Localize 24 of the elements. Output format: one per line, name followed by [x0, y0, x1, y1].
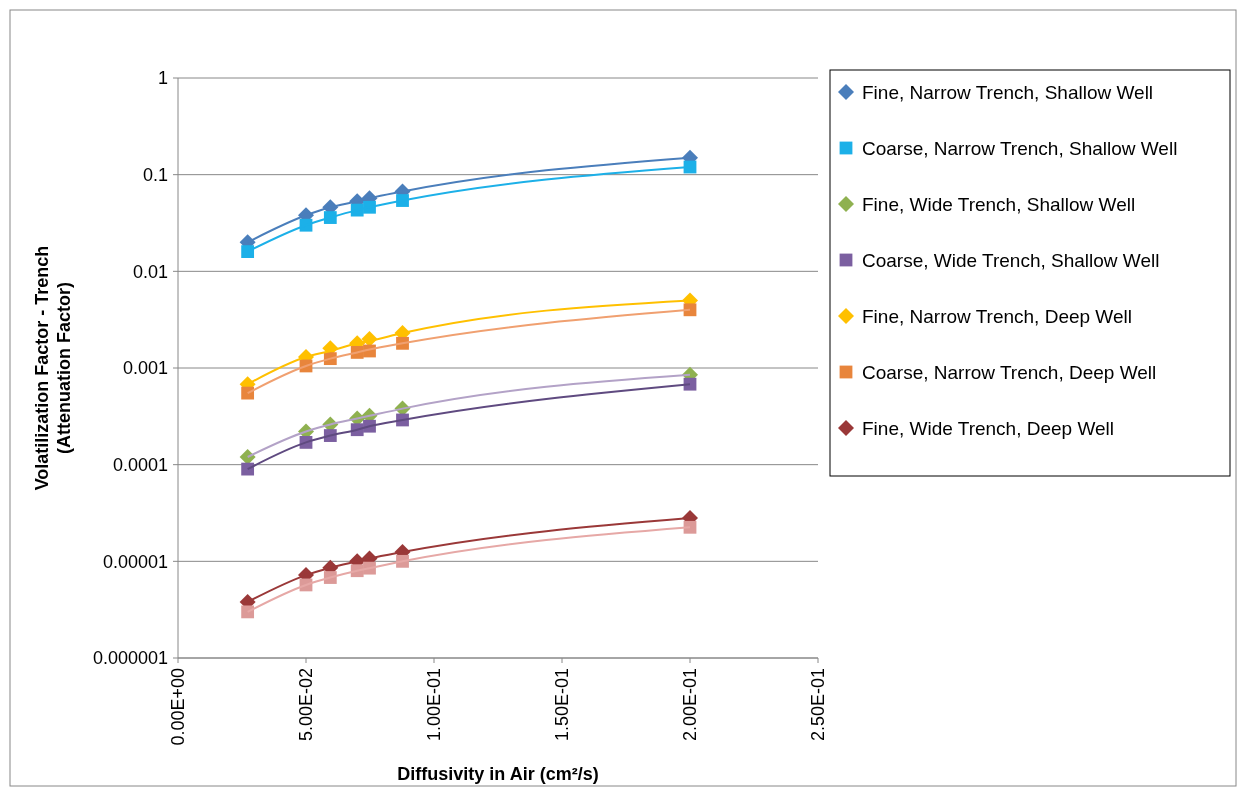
x-tick-label: 1.00E-01 [424, 668, 445, 742]
y-tick-label: 0.1 [142, 164, 168, 185]
point [241, 245, 255, 258]
x-axis-title: Diffusivity in Air (cm²/s) [397, 764, 599, 784]
y-tick-label: 0.001 [122, 358, 168, 379]
y-tick-label: 0.000001 [92, 648, 168, 669]
y-tick-label: 1 [157, 68, 168, 89]
legend-label: Coarse, Wide Trench, Shallow Well [862, 249, 1160, 271]
x-tick-label: 2.50E-01 [808, 668, 829, 742]
x-tick-label: 1.50E-01 [552, 668, 573, 742]
legend-label: Fine, Wide Trench, Deep Well [862, 417, 1115, 439]
legend-label: Fine, Narrow Trench, Shallow Well [862, 81, 1154, 103]
point [241, 605, 255, 619]
x-tick-label: 0.00E+00 [168, 668, 189, 746]
y-tick-label: 0.01 [132, 261, 168, 282]
legend-label: Fine, Narrow Trench, Deep Well [862, 305, 1132, 327]
x-tick-label: 2.00E-01 [680, 668, 701, 742]
legend-label: Coarse, Narrow Trench, Deep Well [862, 361, 1157, 383]
y-tick-label: 0.0001 [112, 454, 168, 475]
legend-label: Fine, Wide Trench, Shallow Well [862, 193, 1136, 215]
legend-label: Coarse, Narrow Trench, Shallow Well [862, 137, 1178, 159]
y-tick-label: 0.00001 [102, 551, 168, 572]
x-tick-label: 5.00E-02 [296, 668, 317, 742]
y-axis-title: Volatilization Factor - Trench (Attenuation Factor) [32, 245, 74, 491]
